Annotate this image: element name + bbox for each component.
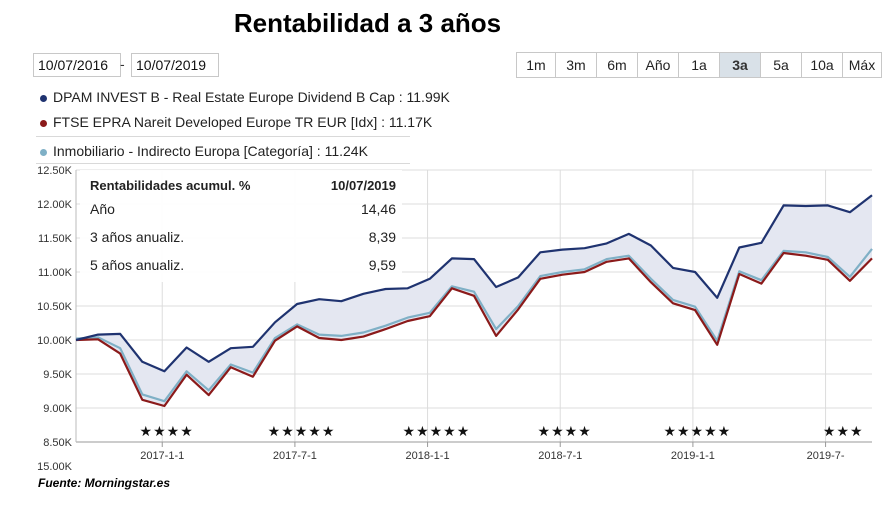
y-tick-label: 12.50K xyxy=(37,165,73,177)
legend-label: DPAM INVEST B - Real Estate Europe Divid… xyxy=(53,89,450,105)
legend-marker-icon xyxy=(40,94,47,102)
series-line xyxy=(75,248,873,403)
period-button-3a[interactable]: 3a xyxy=(719,52,761,78)
tooltip-row-value: 14,46 xyxy=(360,201,396,217)
series-line xyxy=(75,251,873,408)
rating-stars: ★★★★★ xyxy=(403,424,471,440)
period-selector: 1m 3m 6m Año 1a 3a 5a 10a Máx xyxy=(516,52,882,78)
tooltip-header-date: 10/07/2019 xyxy=(330,178,396,193)
tooltip-row-label: 5 años anualiz. xyxy=(90,257,185,273)
period-button-6m[interactable]: 6m xyxy=(596,52,638,78)
rating-stars: ★★★★ xyxy=(538,424,592,440)
tooltip-header-label: Rentabilidades acumul. % xyxy=(90,178,251,193)
period-button-max[interactable]: Máx xyxy=(842,52,882,78)
y-tick-label: 11.00K xyxy=(38,267,73,279)
date-to-input[interactable]: 10/07/2019 xyxy=(131,53,219,77)
x-tick-label: 2018-7-1 xyxy=(538,450,582,462)
legend-divider xyxy=(36,136,410,137)
y-tick-label: 11.50K xyxy=(38,233,73,245)
tooltip-row: 3 años anualiz. 8,39 xyxy=(90,229,396,251)
legend-marker-icon xyxy=(40,148,47,156)
tooltip-row-label: 3 años anualiz. xyxy=(90,229,185,245)
period-button-5a[interactable]: 5a xyxy=(760,52,802,78)
date-separator: - xyxy=(120,56,125,72)
source-note: Fuente: Morningstar.es xyxy=(38,476,171,490)
rating-stars: ★★★ xyxy=(823,424,864,440)
date-from-input[interactable]: 10/07/2016 xyxy=(33,53,121,77)
period-button-3m[interactable]: 3m xyxy=(555,52,597,78)
legend-divider xyxy=(36,163,410,164)
legend-label: FTSE EPRA Nareit Developed Europe TR EUR… xyxy=(53,114,433,130)
x-tick-label: 2018-1-1 xyxy=(406,450,450,462)
tooltip-row-value: 9,59 xyxy=(368,257,396,273)
y-tick-label: 9.50K xyxy=(43,369,72,381)
y-tick-label: 10.50K xyxy=(37,301,73,313)
x-tick-label: 2019-7- xyxy=(807,450,845,462)
rating-stars: ★★★★★ xyxy=(663,424,731,440)
legend-item-categoria[interactable]: Inmobiliario - Indirecto Europa [Categor… xyxy=(40,143,368,159)
y-tick-label: 9.00K xyxy=(43,403,72,415)
legend-item-ftse[interactable]: FTSE EPRA Nareit Developed Europe TR EUR… xyxy=(40,114,432,130)
series-band-area xyxy=(76,195,872,406)
y-tick-label-partial: 15.00K xyxy=(37,461,73,473)
period-button-1a[interactable]: 1a xyxy=(678,52,720,78)
y-tick-label: 8.50K xyxy=(43,437,72,449)
returns-tooltip: Rentabilidades acumul. % 10/07/2019 Año … xyxy=(80,170,402,282)
legend-label: Inmobiliario - Indirecto Europa [Categor… xyxy=(53,143,368,159)
period-button-ano[interactable]: Año xyxy=(637,52,679,78)
tooltip-row: 5 años anualiz. 9,59 xyxy=(90,257,396,279)
chart-title: Rentabilidad a 3 años xyxy=(233,8,502,38)
period-button-1m[interactable]: 1m xyxy=(516,52,556,78)
series-line xyxy=(75,194,873,373)
tooltip-header: Rentabilidades acumul. % 10/07/2019 xyxy=(90,178,396,200)
tooltip-row: Año 14,46 xyxy=(90,201,396,223)
x-tick-label: 2019-1-1 xyxy=(671,450,715,462)
y-tick-label: 12.00K xyxy=(37,199,73,211)
tooltip-row-value: 8,39 xyxy=(368,229,396,245)
legend-marker-icon xyxy=(40,119,47,127)
x-tick-label: 2017-7-1 xyxy=(273,450,317,462)
period-button-10a[interactable]: 10a xyxy=(801,52,843,78)
legend-item-dpam[interactable]: DPAM INVEST B - Real Estate Europe Divid… xyxy=(40,89,450,105)
rating-stars: ★★★★ xyxy=(140,424,194,440)
x-tick-label: 2017-1-1 xyxy=(140,450,184,462)
rating-stars: ★★★★★ xyxy=(268,424,336,440)
tooltip-row-label: Año xyxy=(90,201,115,217)
y-tick-label: 10.00K xyxy=(37,335,73,347)
